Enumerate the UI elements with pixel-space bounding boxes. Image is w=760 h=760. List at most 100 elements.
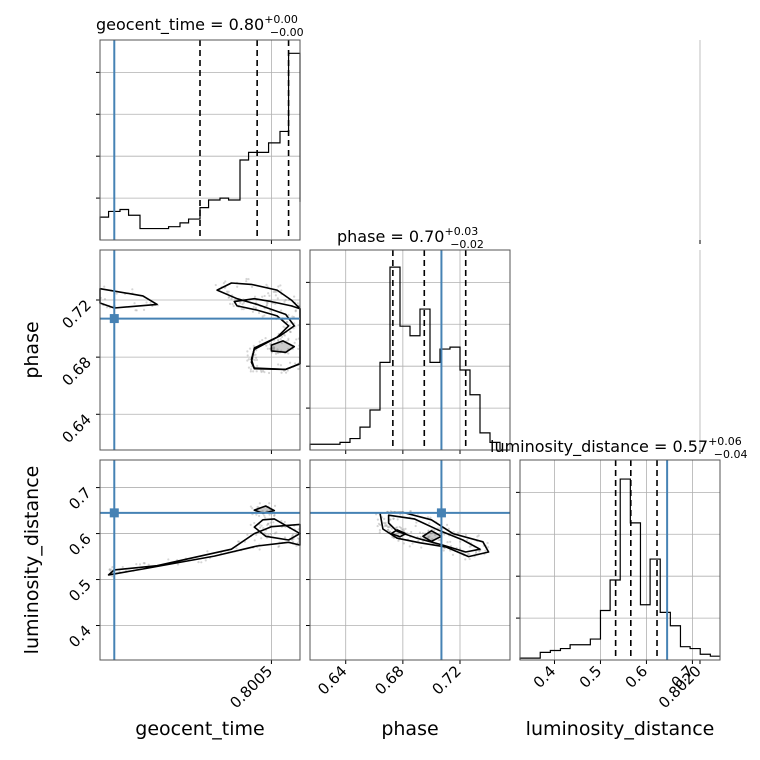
y-tick-label-luminosity_distance-2: 0.6 bbox=[65, 530, 95, 560]
scatter-point bbox=[273, 504, 277, 507]
scatter-point bbox=[487, 546, 490, 549]
x-tick-label-phase-2: 0.72 bbox=[428, 662, 464, 698]
scatter-point bbox=[266, 347, 269, 350]
scatter-point bbox=[280, 371, 283, 374]
scatter-point bbox=[262, 527, 265, 530]
scatter-point bbox=[442, 549, 445, 552]
scatter-point bbox=[386, 528, 389, 532]
scatter-point bbox=[268, 294, 271, 297]
scatter-point bbox=[426, 516, 430, 519]
scatter-point bbox=[398, 525, 401, 529]
scatter-point bbox=[257, 311, 261, 315]
scatter-point bbox=[477, 534, 480, 537]
scatter-point bbox=[197, 561, 200, 564]
contour-level-2 bbox=[390, 529, 407, 538]
scatter-point bbox=[245, 277, 248, 281]
scatter-point bbox=[280, 309, 283, 312]
truth-marker bbox=[109, 314, 119, 324]
scatter-point bbox=[289, 330, 292, 334]
scatter-point bbox=[149, 301, 152, 305]
scatter-point bbox=[253, 359, 257, 362]
scatter-point bbox=[176, 563, 180, 566]
scatter-point bbox=[260, 537, 263, 540]
scatter-point bbox=[388, 525, 391, 529]
scatter-point bbox=[468, 545, 471, 548]
scatter-point bbox=[443, 533, 446, 536]
contour-level-1 bbox=[253, 518, 301, 541]
panel-geocent-time-histogram bbox=[96, 39, 701, 244]
scatter-point bbox=[258, 548, 261, 551]
panel-geocent-time-vs-phase: 0.64 0.68 0.72 bbox=[58, 249, 701, 454]
scatter-point bbox=[204, 559, 207, 562]
scatter-point bbox=[248, 347, 252, 350]
contour-0-background bbox=[100, 250, 300, 450]
scatter-point bbox=[295, 544, 298, 547]
scatter-point bbox=[108, 568, 111, 571]
scatter-point bbox=[272, 290, 275, 293]
x-tick-label-luminosity_distance-2: 0.6 bbox=[622, 662, 652, 692]
scatter-point bbox=[261, 338, 264, 342]
scatter-point bbox=[478, 550, 481, 553]
scatter-point bbox=[408, 545, 411, 548]
scatter-point bbox=[395, 532, 398, 535]
y-axis-label-phase: phase bbox=[21, 321, 43, 378]
scatter-point bbox=[458, 547, 462, 550]
scatter-point bbox=[268, 513, 271, 516]
scatter-point bbox=[267, 534, 270, 537]
scatter-point bbox=[249, 368, 253, 371]
scatter-point bbox=[417, 539, 420, 543]
contour-level-3 bbox=[270, 340, 296, 354]
scatter-point bbox=[111, 565, 114, 569]
scatter-point bbox=[280, 335, 284, 338]
scatter-point bbox=[265, 283, 268, 286]
y-tick-label-luminosity_distance-1: 0.5 bbox=[65, 576, 95, 606]
scatter-point bbox=[259, 369, 263, 372]
scatter-point bbox=[421, 532, 425, 535]
scatter-point bbox=[297, 528, 300, 531]
contour-level-1 bbox=[387, 514, 481, 553]
scatter-point bbox=[291, 315, 294, 318]
title-luminosity-distance: luminosity_distance = 0.57+0.06 −0.04 bbox=[490, 435, 748, 461]
scatter-point bbox=[263, 516, 267, 519]
scatter-point bbox=[225, 290, 229, 293]
x-tick-label-luminosity_distance-1: 0.5 bbox=[576, 662, 606, 692]
scatter-point bbox=[282, 369, 286, 372]
scatter-point bbox=[449, 549, 452, 552]
scatter-point bbox=[295, 338, 298, 341]
scatter-point bbox=[167, 558, 170, 561]
scatter-point bbox=[277, 339, 280, 342]
scatter-point bbox=[252, 305, 255, 309]
scatter-point bbox=[385, 524, 388, 528]
scatter-point bbox=[247, 366, 251, 369]
scatter-point bbox=[272, 348, 275, 351]
scatter-point bbox=[235, 547, 238, 550]
scatter-point bbox=[383, 524, 386, 528]
scatter-point bbox=[384, 523, 387, 526]
scatter-point bbox=[269, 521, 272, 524]
scatter-point bbox=[427, 529, 430, 532]
scatter-point bbox=[429, 516, 432, 519]
scatter-point bbox=[138, 563, 142, 566]
contour-level-0 bbox=[107, 523, 301, 576]
scatter-point bbox=[254, 306, 258, 309]
scatter-point bbox=[418, 531, 422, 534]
scatter-point bbox=[214, 283, 217, 287]
scatter-point bbox=[253, 295, 257, 298]
scatter-point bbox=[263, 371, 266, 374]
scatter-point bbox=[242, 308, 245, 311]
hist-0-frame bbox=[99, 39, 301, 241]
scatter-point bbox=[411, 542, 414, 545]
scatter-point bbox=[103, 297, 107, 301]
scatter-point bbox=[103, 285, 106, 288]
x-axis-label-geocent-time: geocent_time bbox=[135, 718, 264, 740]
scatter-point bbox=[415, 521, 418, 524]
scatter-point bbox=[259, 526, 262, 529]
scatter-point bbox=[263, 314, 266, 317]
scatter-point bbox=[227, 296, 230, 299]
scatter-point bbox=[230, 297, 233, 300]
scatter-point bbox=[382, 521, 386, 525]
scatter-point bbox=[414, 524, 417, 528]
x-tick-label-phase-0: 0.64 bbox=[314, 662, 350, 698]
